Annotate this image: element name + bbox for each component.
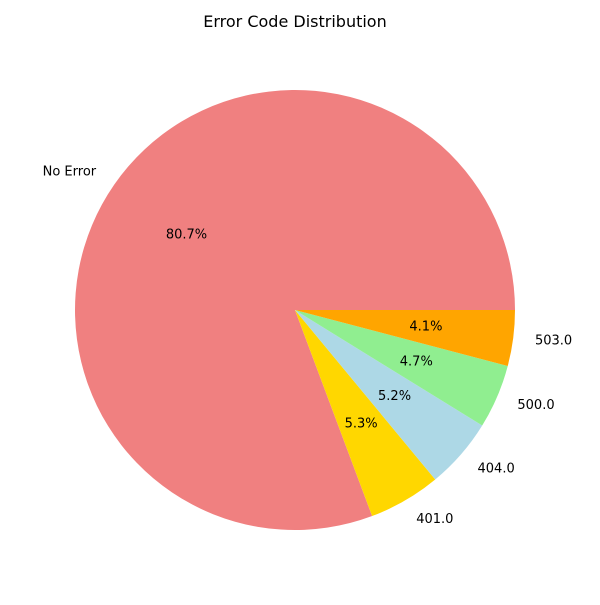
slice-label-4: 503.0 <box>535 334 572 349</box>
pie-slice-4 <box>295 310 515 367</box>
pie-slice-1 <box>295 310 436 517</box>
slice-percent-label-3: 4.7% <box>400 355 433 370</box>
slice-percent-label-2: 5.2% <box>378 389 411 404</box>
pie-slice-2 <box>295 310 483 480</box>
slice-label-1: 401.0 <box>416 512 453 527</box>
chart-title: Error Code Distribution <box>203 12 386 31</box>
pie-slice-3 <box>295 310 508 426</box>
slice-label-3: 500.0 <box>517 398 554 413</box>
pie-labels: No Error 80.7% 401.0 5.3% 404.0 5.2% 500.0 4.7%… <box>43 165 573 527</box>
slice-label-2: 404.0 <box>478 461 515 476</box>
slice-percent-label-0: 80.7% <box>166 227 207 242</box>
slice-label-0: No Error <box>43 165 97 180</box>
slice-percent-label-1: 5.3% <box>345 417 378 432</box>
pie-slice-0 <box>74 89 516 530</box>
pie-slices <box>74 89 516 530</box>
slice-percent-label-4: 4.1% <box>409 319 442 334</box>
